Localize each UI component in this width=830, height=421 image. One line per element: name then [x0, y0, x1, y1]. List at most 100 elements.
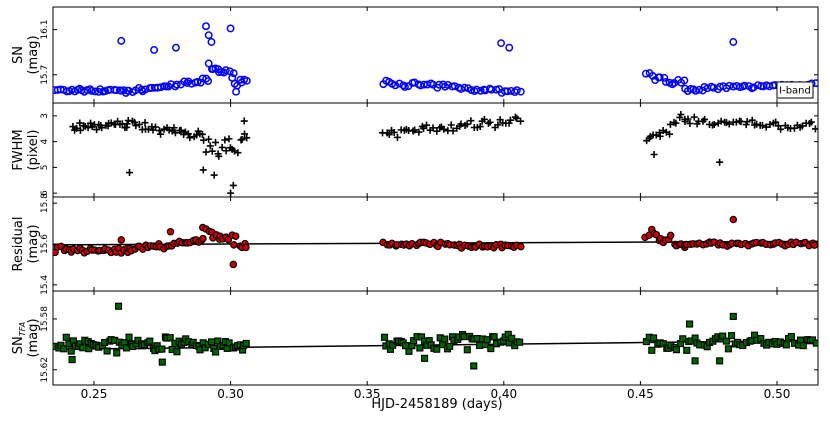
- data-point: [225, 67, 234, 76]
- data-point: [486, 118, 494, 126]
- data-point: [221, 66, 230, 75]
- data-point: [242, 243, 250, 252]
- data-point: [204, 31, 213, 40]
- data-point: [798, 122, 806, 130]
- data-point: [103, 347, 111, 355]
- data-point: [184, 130, 192, 138]
- data-point: [186, 134, 194, 142]
- y-axis-label-line: SN: [11, 46, 26, 64]
- data-point: [762, 123, 770, 131]
- data-point: [457, 120, 465, 128]
- data-point: [666, 231, 675, 240]
- data-point: [117, 236, 126, 244]
- data-point: [238, 135, 246, 143]
- data-point: [691, 86, 700, 95]
- data-point: [204, 77, 213, 85]
- data-point: [737, 118, 745, 126]
- y-tick-label: 15.7: [40, 65, 50, 85]
- data-point: [511, 113, 519, 121]
- data-point: [62, 333, 70, 341]
- data-point: [516, 87, 525, 96]
- data-point: [686, 120, 694, 128]
- data-point: [73, 124, 81, 132]
- data-point: [766, 120, 774, 128]
- data-point: [146, 337, 154, 345]
- data-point: [112, 86, 121, 95]
- data-point: [234, 149, 242, 157]
- y-tick-label: 15.58: [40, 306, 50, 332]
- data-point: [231, 232, 240, 240]
- data-point: [225, 135, 233, 143]
- data-point: [113, 349, 121, 357]
- y-axis-label-line: (mag): [26, 224, 41, 263]
- data-point: [208, 147, 216, 155]
- data-point: [125, 333, 133, 341]
- data-point: [93, 126, 101, 134]
- data-point: [429, 124, 437, 132]
- data-point: [214, 68, 223, 77]
- data-point: [716, 357, 724, 365]
- data-point: [497, 39, 506, 48]
- data-point: [123, 120, 131, 128]
- data-point: [157, 83, 165, 92]
- data-point: [505, 43, 514, 52]
- data-point: [389, 341, 397, 349]
- data-point: [196, 78, 205, 87]
- data-point: [229, 260, 238, 269]
- data-point: [641, 69, 650, 78]
- data-point: [724, 345, 732, 353]
- data-point: [229, 181, 237, 189]
- data-point: [380, 333, 389, 341]
- data-point: [227, 189, 235, 197]
- data-point: [410, 78, 419, 87]
- legend-box: [776, 81, 814, 99]
- data-point: [463, 346, 471, 354]
- data-point: [212, 138, 220, 146]
- data-point: [729, 38, 738, 46]
- data-point: [463, 120, 471, 128]
- data-point: [648, 346, 656, 354]
- data-point: [476, 123, 484, 131]
- data-point: [661, 77, 670, 86]
- data-point: [672, 346, 681, 354]
- data-point: [725, 81, 734, 90]
- data-point: [171, 43, 180, 52]
- data-point: [446, 342, 454, 350]
- data-point: [166, 334, 174, 342]
- data-point: [84, 124, 92, 132]
- data-point: [212, 348, 220, 356]
- data-point: [67, 347, 75, 355]
- data-point: [240, 117, 248, 125]
- y-tick-label: 4: [40, 138, 50, 144]
- data-point: [76, 126, 84, 134]
- data-point: [76, 119, 84, 127]
- y-tick-label: 5: [40, 165, 50, 171]
- y-tick-label: 15.6: [40, 234, 50, 254]
- data-point: [494, 121, 502, 129]
- data-point: [679, 335, 687, 343]
- data-point: [487, 85, 496, 94]
- data-point: [405, 347, 413, 355]
- data-point: [117, 36, 126, 45]
- panel-residual: 15.4 15.6 15.8 Residual (mag): [11, 193, 819, 295]
- data-point: [221, 136, 229, 144]
- y-tick-label: 6: [40, 190, 50, 196]
- data-point: [807, 118, 815, 126]
- data-point: [150, 45, 159, 54]
- data-point: [202, 148, 210, 156]
- data-point: [207, 38, 216, 46]
- data-point: [423, 121, 431, 129]
- data-point: [787, 332, 795, 341]
- data-point: [60, 345, 68, 353]
- y-tick-label: 3: [40, 113, 50, 119]
- data-point: [225, 339, 233, 347]
- data-point: [230, 241, 238, 249]
- data-point: [172, 80, 181, 89]
- y-tick-label: 15.62: [40, 357, 50, 383]
- data-point: [467, 117, 475, 125]
- data-point: [135, 120, 143, 128]
- data-point: [210, 171, 218, 179]
- data-point: [399, 81, 408, 90]
- data-point: [743, 118, 751, 126]
- data-point: [400, 82, 409, 91]
